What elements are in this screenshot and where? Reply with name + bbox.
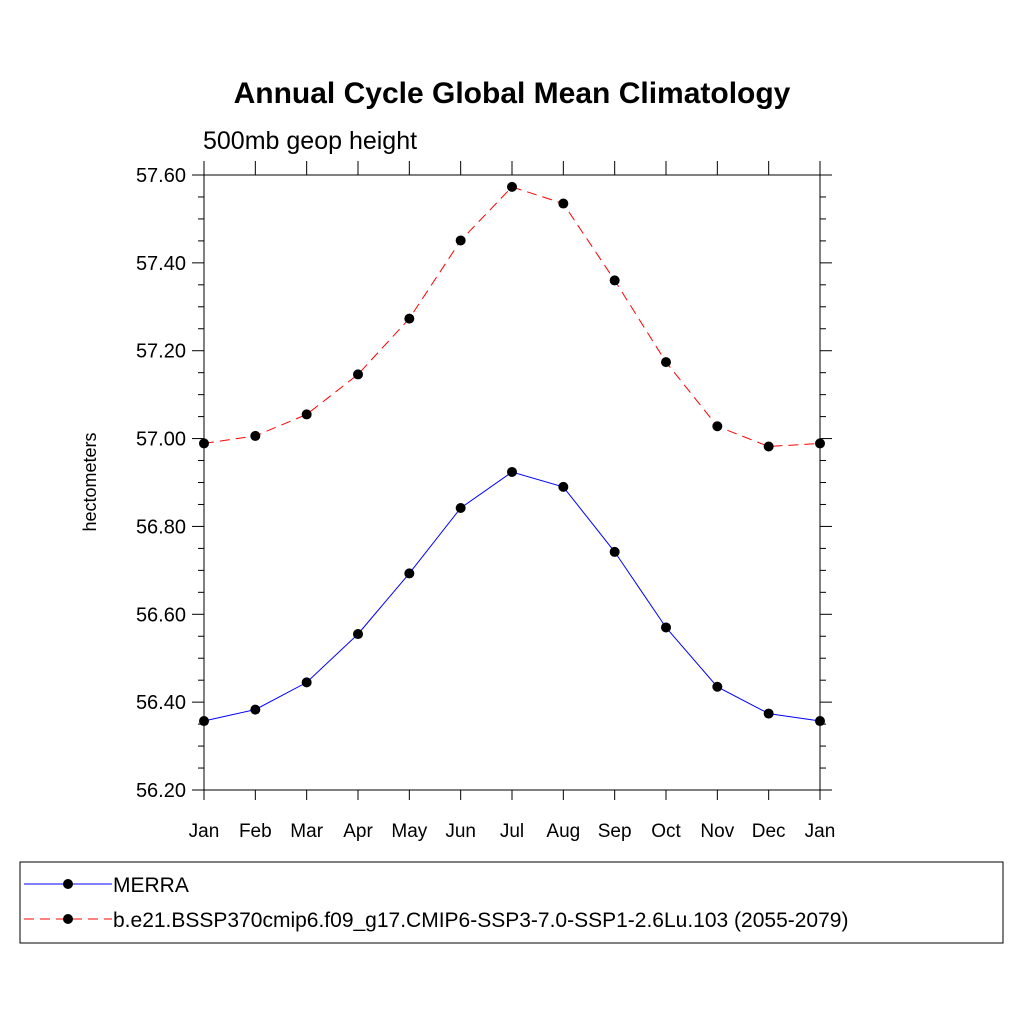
y-tick-label: 57.20	[136, 341, 186, 363]
x-tick-label: Sep	[598, 821, 632, 842]
x-tick-label: Oct	[651, 821, 681, 842]
data-point	[353, 629, 363, 640]
data-point	[763, 708, 774, 719]
data-point	[712, 421, 723, 432]
data-point	[250, 704, 261, 715]
x-tick-label: Jan	[189, 821, 220, 842]
data-point	[301, 409, 312, 420]
series-line	[203, 186, 821, 448]
chart-subtitle: 500mb geop height	[203, 127, 417, 155]
series-2	[199, 181, 825, 452]
data-point	[199, 716, 209, 727]
legend-label-1: MERRA	[113, 874, 189, 897]
data-point	[455, 502, 466, 513]
data-point	[301, 677, 312, 688]
legend-label-2: b.e21.BSSP370cmip6.f09_g17.CMIP6-SSP3-7.…	[113, 909, 848, 932]
data-point	[507, 181, 517, 192]
y-tick-label: 56.20	[136, 780, 186, 802]
data-point	[353, 369, 363, 380]
series-1	[199, 466, 825, 727]
data-point	[815, 716, 825, 727]
chart-title: Annual Cycle Global Mean Climatology	[234, 77, 791, 110]
x-tick-label: Dec	[752, 821, 786, 842]
y-tick-label: 57.60	[136, 165, 186, 187]
data-point	[558, 481, 569, 492]
legend-marker-1	[63, 879, 73, 889]
data-point	[404, 313, 415, 324]
data-point	[558, 198, 569, 209]
x-tick-label: Aug	[546, 821, 580, 842]
series-layer	[199, 181, 825, 727]
legend-marker-2	[63, 914, 73, 924]
x-tick-label: Jan	[805, 821, 836, 842]
y-tick-label: 56.80	[136, 516, 186, 538]
y-tick-label: 57.00	[136, 429, 186, 451]
data-point	[609, 546, 620, 557]
y-tick-label: 57.40	[136, 253, 186, 275]
y-axis-label: hectometers	[80, 432, 100, 531]
data-point	[507, 466, 517, 477]
data-point	[250, 430, 261, 441]
x-tick-label: Feb	[239, 821, 272, 842]
series-line	[203, 471, 821, 722]
x-tick-label: Jun	[445, 821, 476, 842]
y-tick-label: 56.60	[136, 604, 186, 626]
y-tick-label: 56.40	[136, 692, 186, 714]
data-point	[609, 275, 620, 286]
data-point	[712, 681, 723, 692]
data-point	[404, 568, 415, 579]
x-tick-label: Apr	[343, 821, 373, 842]
plot-frame	[203, 174, 821, 791]
legend: MERRA b.e21.BSSP370cmip6.f09_g17.CMIP6-SS…	[19, 861, 1004, 944]
data-point	[661, 357, 671, 368]
x-tick-label: Jul	[500, 821, 524, 842]
x-tick-label: Mar	[290, 821, 323, 842]
x-tick-label: Nov	[700, 821, 734, 842]
data-point	[661, 622, 671, 633]
data-point	[199, 438, 209, 449]
data-point	[815, 438, 825, 449]
data-point	[763, 441, 774, 452]
axes: 56.20 56.40 56.60 56.80 57.00 57.20 57.40 57.60…	[136, 161, 835, 842]
legend-box	[19, 861, 1004, 944]
data-point	[455, 235, 466, 246]
x-tick-label: May	[391, 821, 427, 842]
